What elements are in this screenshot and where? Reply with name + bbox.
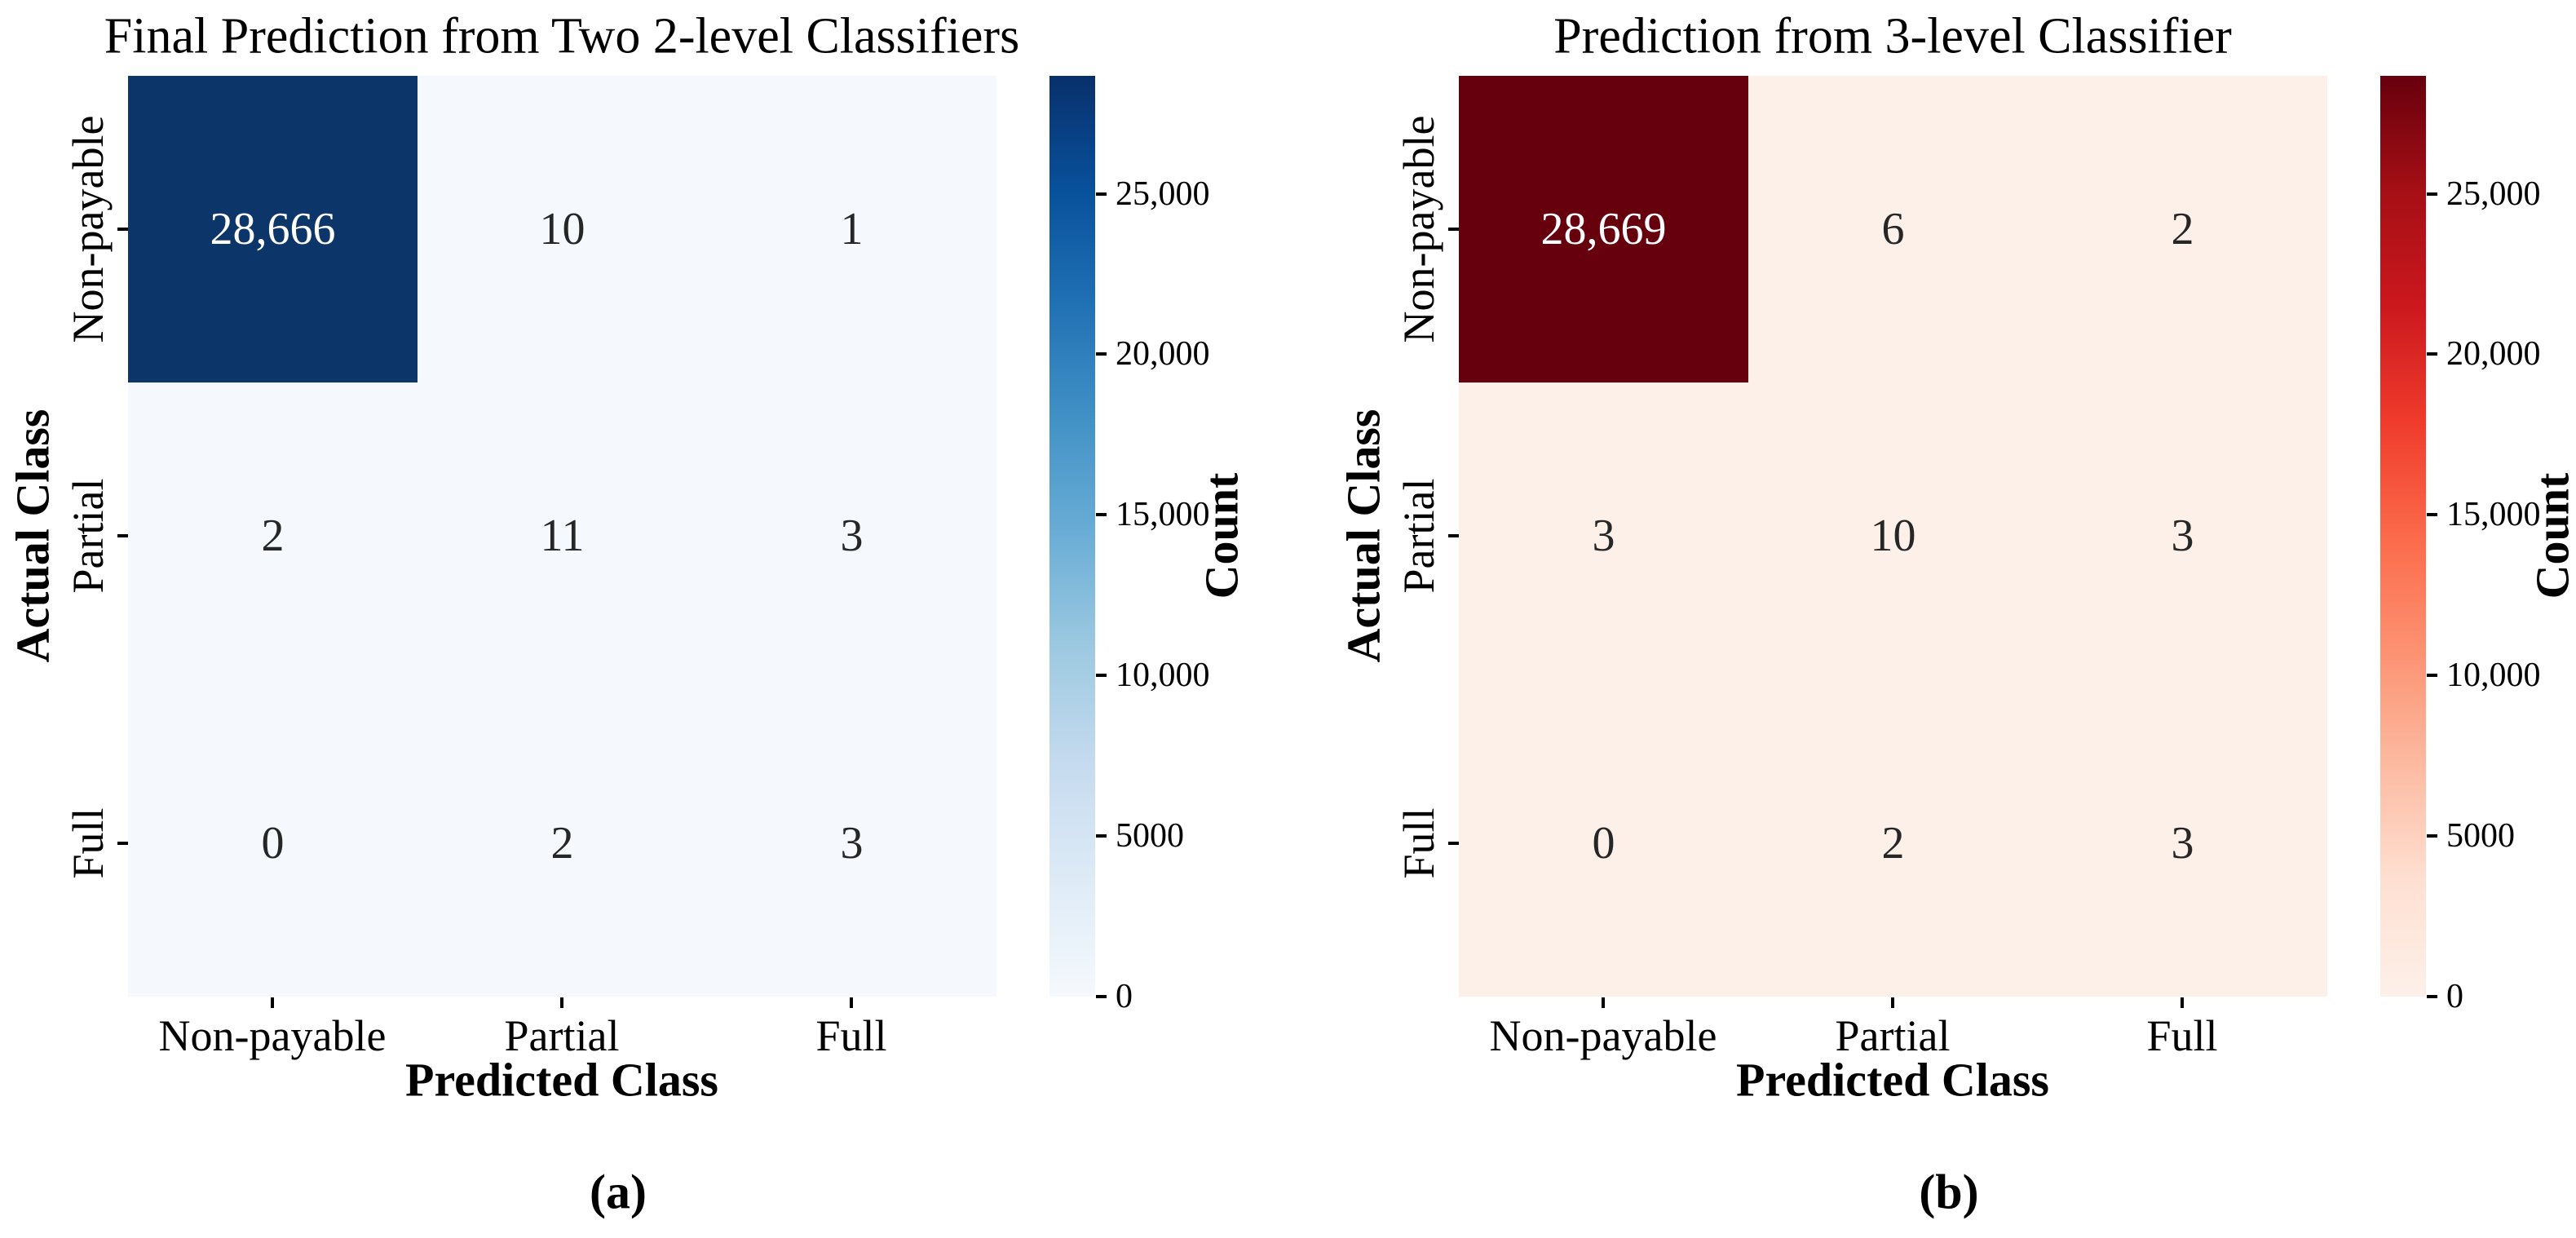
y-axis-label: Actual Class — [1337, 409, 1390, 663]
heatmap: 28,666 10 1 2 11 3 0 2 3 — [128, 76, 996, 997]
subfigure-caption: (b) — [1919, 1165, 1979, 1219]
tick-mark — [2427, 352, 2437, 356]
tick-mark — [1096, 513, 1107, 516]
tick-mark — [2427, 995, 2437, 998]
tick-mark — [1448, 534, 1459, 537]
heatmap-cell: 2 — [128, 382, 418, 690]
y-tick-label: Partial — [64, 478, 113, 594]
tick-mark — [1448, 228, 1459, 231]
tick-mark — [1602, 997, 1605, 1008]
tick-mark — [1096, 674, 1107, 677]
heatmap-cell: 2 — [418, 689, 707, 997]
x-tick-label: Non-payable — [158, 1011, 387, 1060]
y-tick-label: Non-payable — [1394, 115, 1443, 343]
colorbar-tick-label: 20,000 — [2446, 335, 2541, 373]
colorbar-tick-label: 25,000 — [1116, 175, 1210, 213]
colorbar-label: Count — [1195, 472, 1248, 599]
y-axis-label: Actual Class — [6, 409, 60, 663]
x-tick-label: Partial — [504, 1011, 620, 1060]
colorbar-tick-label: 5000 — [1116, 817, 1184, 855]
tick-mark — [2427, 674, 2437, 677]
y-tick-label: Full — [1394, 807, 1443, 879]
heatmap-cell: 2 — [1748, 689, 2038, 997]
colorbar-tick-label: 5000 — [2446, 817, 2515, 855]
colorbar-tick-label: 0 — [2446, 978, 2463, 1015]
confusion-matrix-panel-a: Final Prediction from Two 2-level Classi… — [0, 0, 1248, 1238]
tick-mark — [117, 842, 128, 845]
confusion-matrix-panel-b: Prediction from 3-level Classifier Actua… — [1331, 0, 2576, 1238]
panel-title: Final Prediction from Two 2-level Classi… — [104, 8, 1020, 64]
tick-mark — [1891, 997, 1894, 1008]
heatmap: 28,669 6 2 3 10 3 0 2 3 — [1459, 76, 2327, 997]
colorbar — [1049, 76, 1095, 997]
heatmap-cell: 11 — [418, 382, 707, 690]
heatmap-cell: 6 — [1748, 76, 2038, 383]
heatmap-cell: 3 — [707, 689, 996, 997]
y-tick-label: Full — [64, 807, 113, 879]
tick-mark — [1096, 995, 1107, 998]
tick-mark — [117, 228, 128, 231]
heatmap-cell: 1 — [707, 76, 996, 383]
heatmap-cell: 28,666 — [128, 76, 418, 383]
colorbar-tick-label: 20,000 — [1116, 335, 1210, 373]
heatmap-cell: 10 — [418, 76, 707, 383]
subfigure-caption: (a) — [590, 1165, 647, 1219]
colorbar-tick-label: 0 — [1116, 978, 1133, 1015]
x-axis-label: Predicted Class — [405, 1053, 718, 1107]
x-tick-label: Full — [815, 1011, 887, 1060]
colorbar-tick-label: 15,000 — [2446, 496, 2541, 533]
tick-mark — [850, 997, 853, 1008]
tick-mark — [2181, 997, 2184, 1008]
colorbar-tick-label: 10,000 — [2446, 657, 2541, 694]
x-tick-label: Non-payable — [1489, 1011, 1717, 1060]
heatmap-cell: 3 — [2038, 689, 2327, 997]
colorbar-tick-label: 25,000 — [2446, 175, 2541, 213]
tick-mark — [1096, 192, 1107, 196]
colorbar-tick-label: 10,000 — [1116, 657, 1210, 694]
tick-mark — [560, 997, 563, 1008]
colorbar — [2380, 76, 2426, 997]
tick-mark — [2427, 192, 2437, 196]
tick-mark — [1448, 842, 1459, 845]
tick-mark — [1096, 352, 1107, 356]
colorbar-label: Count — [2525, 472, 2576, 599]
tick-mark — [2427, 513, 2437, 516]
colorbar-tick-label: 15,000 — [1116, 496, 1210, 533]
heatmap-cell: 3 — [2038, 382, 2327, 690]
heatmap-cell: 0 — [128, 689, 418, 997]
tick-mark — [117, 534, 128, 537]
tick-mark — [2427, 834, 2437, 838]
x-axis-label: Predicted Class — [1736, 1053, 2049, 1107]
x-tick-label: Full — [2146, 1011, 2218, 1060]
heatmap-cell: 10 — [1748, 382, 2038, 690]
panel-title: Prediction from 3-level Classifier — [1553, 8, 2232, 64]
x-tick-label: Partial — [1835, 1011, 1951, 1060]
tick-mark — [271, 997, 274, 1008]
heatmap-cell: 3 — [1459, 382, 1748, 690]
y-tick-label: Partial — [1394, 478, 1443, 594]
heatmap-cell: 0 — [1459, 689, 1748, 997]
heatmap-cell: 3 — [707, 382, 996, 690]
heatmap-cell: 2 — [2038, 76, 2327, 383]
tick-mark — [1096, 834, 1107, 838]
heatmap-cell: 28,669 — [1459, 76, 1748, 383]
y-tick-label: Non-payable — [64, 115, 113, 343]
